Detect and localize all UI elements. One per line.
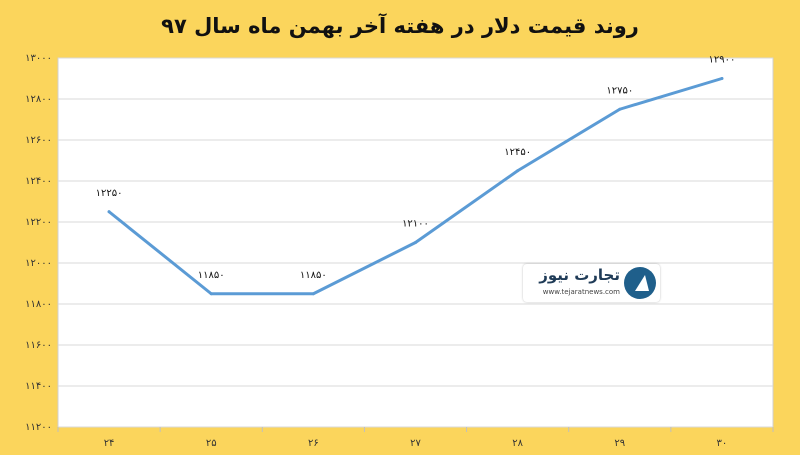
y-tick-label: ۱۲۰۰۰	[25, 258, 52, 269]
x-tick-label: ۲۵	[206, 438, 217, 449]
y-tick-label: ۱۱۸۰۰	[25, 299, 52, 310]
data-point	[720, 77, 724, 80]
y-tick-label: ۱۱۲۰۰	[25, 422, 52, 433]
watermark-url: www.tejaratnews.com	[542, 288, 620, 296]
tejarat-news-logo-icon	[624, 267, 656, 299]
watermark-logo: تجارت نیوز www.tejaratnews.com	[523, 264, 660, 302]
data-point	[209, 292, 213, 296]
watermark-name: تجارت نیوز	[539, 266, 620, 284]
chart-title: روند قیمت دلار در هفته آخر بهمن ماه سال …	[161, 14, 639, 38]
data-label: ۱۱۸۵۰	[198, 270, 225, 281]
data-label: ۱۲۷۵۰	[606, 85, 633, 96]
x-tick-label: ۲۴	[104, 438, 115, 449]
x-tick-label: ۲۸	[512, 438, 523, 449]
x-tick-label: ۳۰	[717, 438, 728, 449]
data-label: ۱۲۹۰۰	[708, 55, 735, 66]
data-point	[311, 292, 315, 296]
x-tick-label: ۲۹	[614, 438, 625, 449]
data-point	[414, 241, 417, 244]
data-label: ۱۲۲۵۰	[96, 188, 123, 199]
x-tick-label: ۲۶	[308, 438, 319, 449]
y-tick-label: ۱۲۸۰۰	[25, 94, 52, 105]
data-label: ۱۲۴۵۰	[504, 147, 531, 158]
data-point	[618, 107, 622, 111]
data-point	[516, 169, 520, 173]
y-tick-label: ۱۳۰۰۰	[25, 53, 52, 64]
y-tick-label: ۱۱۶۰۰	[25, 340, 52, 351]
y-tick-label: ۱۲۲۰۰	[25, 217, 52, 228]
data-label: ۱۱۸۵۰	[300, 270, 327, 281]
data-point	[107, 210, 111, 214]
x-tick-label: ۲۷	[410, 438, 421, 449]
y-tick-label: ۱۲۶۰۰	[25, 135, 52, 146]
data-label: ۱۲۱۰۰	[402, 219, 429, 230]
y-tick-label: ۱۲۴۰۰	[25, 176, 52, 187]
y-tick-label: ۱۱۴۰۰	[25, 381, 52, 392]
